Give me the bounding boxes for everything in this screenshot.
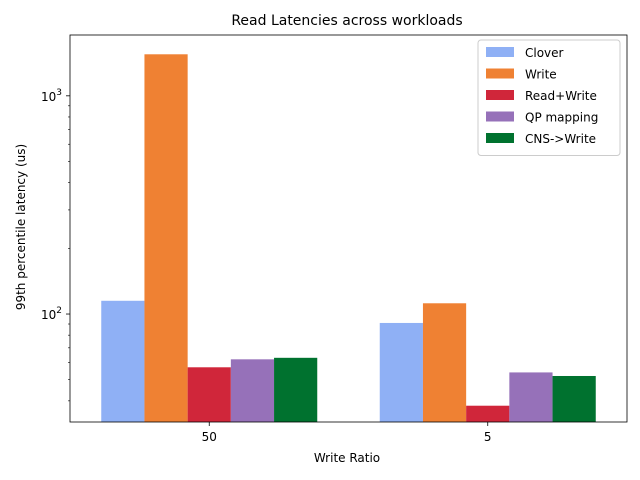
- bar-write-50: [144, 54, 188, 422]
- legend-label: Write: [525, 68, 557, 82]
- y-tick-label-1000: 103: [41, 88, 62, 104]
- bar-cns-write-50: [274, 357, 318, 422]
- legend-label: Read+Write: [525, 89, 597, 103]
- bar-read-write-5: [466, 405, 510, 422]
- chart-title: Read Latencies across workloads: [231, 13, 462, 29]
- legend-swatch-write: [486, 68, 514, 79]
- bar-cns-write-5: [552, 375, 596, 422]
- legend-label: Clover: [525, 46, 564, 60]
- bar-write-5: [422, 303, 467, 422]
- y-tick-label-100: 102: [41, 306, 62, 322]
- legend-swatch-qp-mapping: [486, 111, 514, 122]
- x-axis-label: Write Ratio: [314, 451, 380, 465]
- plot-frame: [69, 34, 628, 423]
- legend: Clover Write Read+Write QP mapping CNS->Writ…: [477, 39, 621, 156]
- bar-clover-50: [101, 300, 145, 422]
- axes-group: 50 5 102 103: [41, 34, 628, 444]
- legend-label: QP mapping: [525, 111, 598, 125]
- bar-qp-mapping-5: [509, 372, 553, 422]
- bars-group: [101, 54, 596, 422]
- legend-swatch-clover: [486, 47, 514, 57]
- bar-qp-mapping-50: [230, 359, 275, 422]
- legend-swatch-read-write: [486, 90, 514, 100]
- x-tick-label-5: 5: [484, 430, 492, 444]
- bar-read-write-50: [187, 367, 231, 422]
- bar-clover-5: [379, 322, 423, 422]
- y-axis-label: 99th percentile latency (us): [14, 144, 28, 310]
- x-tick-label-50: 50: [202, 430, 217, 444]
- legend-swatch-cns-write: [486, 133, 514, 143]
- legend-label: CNS->Write: [525, 132, 596, 146]
